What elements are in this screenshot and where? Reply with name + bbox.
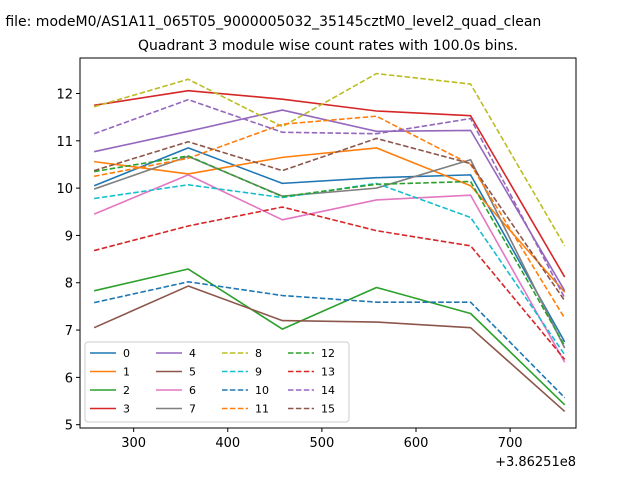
series-line-10 [93, 280, 566, 399]
series-line-6 [93, 174, 566, 363]
x-tick-label: 700 [498, 436, 523, 451]
series-line-5 [93, 285, 566, 413]
series-line-1 [94, 147, 566, 293]
y-tick-label: 10 [56, 182, 73, 197]
legend-label-7: 7 [189, 403, 196, 416]
legend-frame [84, 341, 350, 423]
series-line-8 [93, 72, 566, 247]
legend-label-10: 10 [255, 384, 269, 397]
legend-label-1: 1 [123, 366, 130, 379]
series-line-13 [93, 206, 566, 360]
legend-label-3: 3 [123, 403, 130, 416]
chart-title: Quadrant 3 module wise count rates with … [138, 38, 518, 54]
series-line-4 [93, 109, 566, 292]
legend-label-4: 4 [189, 347, 196, 360]
series-group [93, 72, 566, 413]
legend-label-0: 0 [123, 347, 130, 360]
x-tick-label: 600 [404, 436, 429, 451]
legend-label-11: 11 [255, 403, 269, 416]
x-axis-offset-label: +3.86251e8 [495, 455, 576, 470]
y-tick-label: 6 [65, 371, 73, 386]
y-tick-label: 8 [65, 277, 73, 292]
series-line-11 [93, 115, 566, 319]
x-tick-label: 400 [215, 436, 240, 451]
legend-label-6: 6 [189, 384, 196, 397]
x-tick-label: 500 [309, 436, 334, 451]
figure-suptitle: n file: modeM0/AS1A11_065T05_9000005032_… [0, 14, 541, 30]
y-tick-label: 12 [56, 87, 73, 102]
y-tick-label: 11 [56, 135, 73, 150]
legend-label-9: 9 [255, 366, 262, 379]
legend-label-8: 8 [255, 347, 262, 360]
y-tick-label: 5 [65, 419, 73, 434]
legend-label-5: 5 [189, 366, 196, 379]
legend-label-14: 14 [321, 384, 335, 397]
y-tick-label: 9 [65, 229, 73, 244]
legend-label-12: 12 [321, 347, 335, 360]
y-tick-label: 7 [65, 324, 73, 339]
series-line-3 [93, 89, 566, 278]
legend-label-13: 13 [321, 366, 335, 379]
axes-frame [79, 57, 577, 429]
series-line-2 [93, 268, 566, 406]
series-line-15 [93, 137, 566, 302]
legend-label-15: 15 [321, 403, 335, 416]
series-line-14 [93, 98, 566, 299]
x-tick-label: 300 [121, 436, 146, 451]
legend-label-2: 2 [123, 384, 130, 397]
series-line-12 [93, 155, 566, 347]
